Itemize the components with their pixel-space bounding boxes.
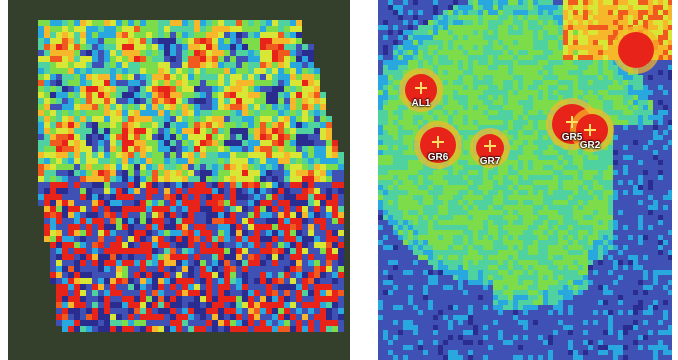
- crosshair-icon: [415, 82, 427, 94]
- crosshair-icon: [584, 124, 596, 136]
- crosshair-icon: [566, 116, 578, 128]
- left-map-panel: [8, 0, 350, 360]
- crosshair-icon: [484, 140, 496, 152]
- right-heatmap: [378, 0, 672, 360]
- right-map-panel: AL1 GR6 GR7 GR5 GR2: [378, 0, 672, 360]
- station-label: GR6: [427, 152, 449, 163]
- station-label: GR2: [579, 140, 601, 151]
- station-label: AL1: [411, 98, 431, 109]
- station-label: GR7: [479, 156, 501, 167]
- left-heatmap: [8, 0, 350, 360]
- station-label: GR5: [561, 132, 583, 143]
- crosshair-icon: [432, 136, 444, 148]
